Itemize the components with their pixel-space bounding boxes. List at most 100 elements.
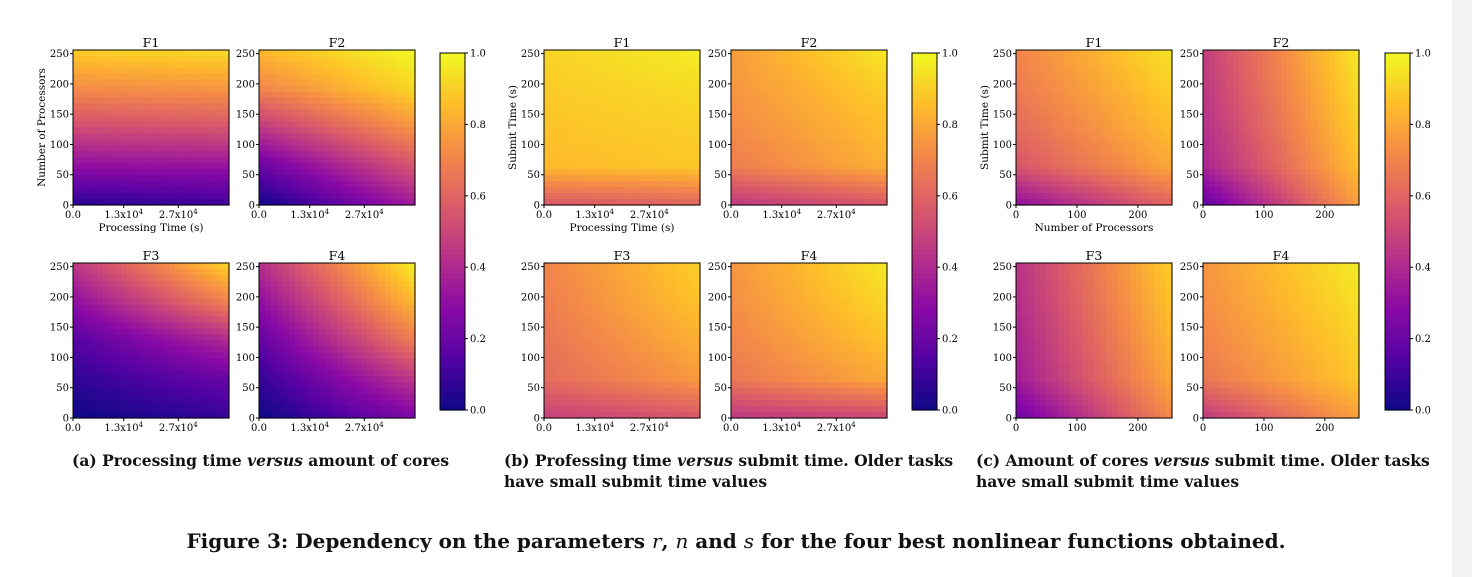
heatmap-cell (604, 358, 611, 365)
y-tick-label: 200 (521, 292, 540, 303)
heatmap-cell (562, 169, 569, 176)
heatmap-cell (574, 376, 581, 383)
heatmap-cell (121, 304, 128, 312)
heatmap-cell (187, 358, 194, 365)
heatmap-cell (676, 298, 683, 306)
heatmap-cell (779, 79, 786, 87)
heatmap-cell (367, 274, 374, 282)
heatmap-cell (731, 145, 738, 152)
heatmap-cell (121, 127, 128, 135)
heatmap-cell (361, 61, 368, 69)
heatmap-cell (664, 400, 671, 407)
heatmap-cell (592, 316, 599, 324)
heatmap-cell (869, 169, 876, 176)
heatmap-cell (385, 286, 392, 294)
heatmap-cell (265, 73, 272, 81)
heatmap-cell (809, 85, 816, 93)
heatmap-cell (325, 358, 332, 365)
heatmap-cell (580, 187, 587, 194)
heatmap-cell (187, 50, 194, 57)
heatmap-cell (658, 121, 665, 129)
heatmap-cell (403, 109, 410, 117)
heatmap-cell (791, 115, 798, 123)
heatmap-cell (355, 298, 362, 306)
heatmap-cell (343, 292, 350, 300)
heatmap-cell (544, 50, 551, 57)
heatmap-cell (827, 115, 834, 123)
heatmap-cell (139, 109, 146, 117)
heatmap-cell (409, 412, 416, 419)
heatmap-cell (157, 400, 164, 407)
heatmap-cell (839, 73, 846, 81)
heatmap-cell (598, 55, 605, 63)
heatmap-cell (821, 91, 828, 99)
heatmap-cell (271, 67, 278, 75)
heatmap-cell (586, 310, 593, 318)
heatmap-cell (670, 412, 677, 419)
heatmap-cell (640, 268, 647, 276)
heatmap-cell (331, 187, 338, 194)
heatmap-cell (367, 376, 374, 383)
heatmap-cell (385, 328, 392, 336)
heatmap-cell (409, 61, 416, 69)
heatmap-cell (821, 115, 828, 123)
heatmap-cell (217, 388, 224, 395)
heatmap-cell (385, 139, 392, 146)
heatmap-cell (217, 181, 224, 188)
heatmap-cell (373, 406, 380, 413)
heatmap-cell (277, 157, 284, 164)
heatmap-cell (97, 193, 104, 200)
heatmap-cell (670, 97, 677, 105)
heatmap-cell (223, 322, 230, 330)
heatmap-cell (331, 310, 338, 318)
heatmap-cell (670, 286, 677, 294)
heatmap-cell (652, 263, 659, 270)
heatmap-cell (634, 322, 641, 330)
heatmap-cell (325, 322, 332, 330)
heatmap-cell (79, 370, 86, 377)
heatmap-cell (121, 352, 128, 359)
heatmap-cell (271, 310, 278, 318)
heatmap-cell (109, 115, 116, 123)
heatmap-cell (175, 263, 182, 270)
heatmap-cell (628, 412, 635, 419)
heatmap-cell (682, 163, 689, 170)
heatmap-cell (664, 412, 671, 419)
heatmap-cell (379, 91, 386, 99)
heatmap-cell (259, 370, 266, 377)
heatmap-cell (187, 412, 194, 419)
heatmap-cell (827, 151, 834, 158)
heatmap-cell (379, 304, 386, 312)
heatmap-cell (295, 310, 302, 318)
heatmap-cell (109, 187, 116, 194)
heatmap-cell (785, 91, 792, 99)
heatmap-cell (217, 412, 224, 419)
heatmap-cell (403, 91, 410, 99)
heatmap-cell (815, 193, 822, 200)
heatmap-cell (676, 169, 683, 176)
colorbar-segment (440, 291, 465, 298)
heatmap-cell (550, 364, 557, 371)
heatmap-cell (205, 274, 212, 282)
heatmap-cell (265, 406, 272, 413)
heatmap-cell (265, 79, 272, 87)
heatmap-cell (151, 358, 158, 365)
heatmap-cell (397, 298, 404, 306)
heatmap-cell (821, 139, 828, 146)
heatmap-cell (863, 157, 870, 164)
heatmap-cell (205, 97, 212, 105)
colorbar-segment (440, 207, 465, 215)
heatmap-cell (259, 346, 266, 354)
heatmap-cell (610, 328, 617, 336)
heatmap-cell (403, 169, 410, 176)
heatmap-cell (598, 298, 605, 306)
heatmap-cell (337, 67, 344, 75)
heatmap-cell (343, 316, 350, 324)
heatmap-cell (839, 181, 846, 188)
heatmap-cell (568, 298, 575, 306)
heatmap-cell (181, 400, 188, 407)
heatmap-cell (91, 376, 98, 383)
heatmap-cell (193, 73, 200, 81)
heatmap-cell (373, 352, 380, 359)
